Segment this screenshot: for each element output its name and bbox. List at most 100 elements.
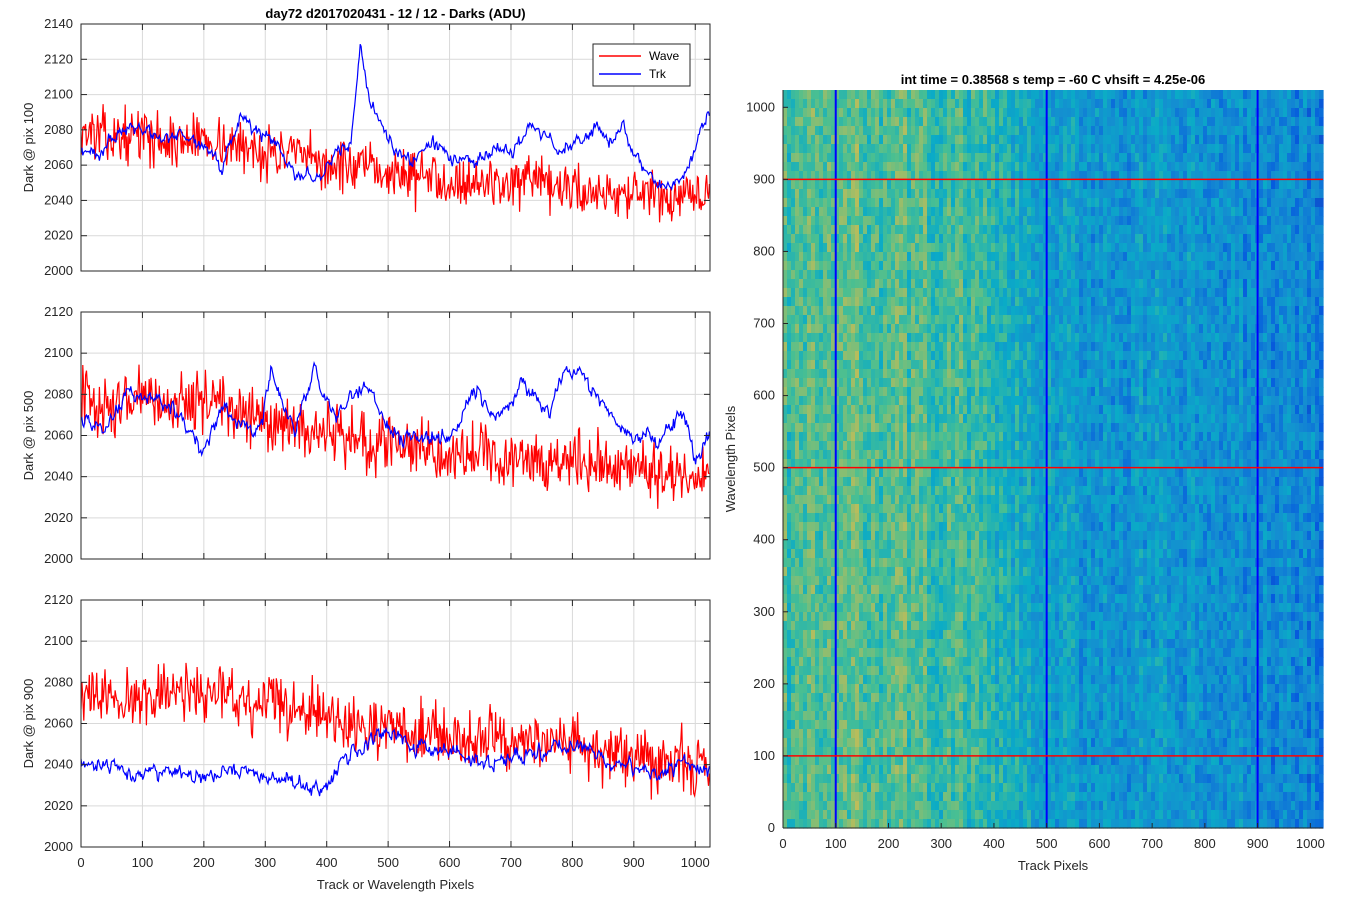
heatmap-cell bbox=[859, 486, 864, 496]
heatmap-cell bbox=[791, 270, 796, 280]
heatmap-cell bbox=[931, 477, 936, 487]
heatmap-cell bbox=[803, 288, 808, 298]
heatmap-cell bbox=[807, 387, 812, 397]
heatmap-cell bbox=[963, 630, 968, 640]
heatmap-cell bbox=[855, 603, 860, 613]
heatmap-cell bbox=[867, 738, 872, 748]
heatmap-cell bbox=[887, 432, 892, 442]
heatmap-cell bbox=[799, 657, 804, 667]
heatmap-cell bbox=[915, 369, 920, 379]
heatmap-cell bbox=[799, 792, 804, 802]
heatmap-cell bbox=[935, 657, 940, 667]
heatmap-cell bbox=[899, 621, 904, 631]
heatmap-cell bbox=[979, 396, 984, 406]
heatmap-cell bbox=[919, 315, 924, 325]
heatmap-cell bbox=[995, 135, 1000, 145]
heatmap-cell bbox=[815, 549, 820, 559]
heatmap-cell bbox=[1003, 801, 1008, 811]
heatmap-cell bbox=[991, 315, 996, 325]
heatmap-cell bbox=[975, 153, 980, 163]
heatmap-cell bbox=[1003, 702, 1008, 712]
heatmap-cell bbox=[991, 765, 996, 775]
heatmap-cell bbox=[855, 135, 860, 145]
heatmap-cell bbox=[891, 252, 896, 262]
heatmap-cell bbox=[871, 675, 876, 685]
heatmap-cell bbox=[811, 594, 816, 604]
heatmap-cell bbox=[915, 342, 920, 352]
heatmap-cell bbox=[835, 639, 840, 649]
heatmap-cell bbox=[999, 792, 1004, 802]
heatmap-cell bbox=[855, 225, 860, 235]
heatmap-cell bbox=[823, 234, 828, 244]
heatmap-cell bbox=[987, 675, 992, 685]
heatmap-cell bbox=[827, 414, 832, 424]
heatmap-cell bbox=[999, 243, 1004, 253]
heatmap-cell bbox=[839, 801, 844, 811]
heatmap-cell bbox=[887, 612, 892, 622]
heatmap-cell bbox=[903, 522, 908, 532]
heatmap-cell bbox=[827, 567, 832, 577]
heatmap-cell bbox=[815, 666, 820, 676]
heatmap-cell bbox=[827, 810, 832, 820]
heatmap-cell bbox=[903, 198, 908, 208]
heatmap-cell bbox=[783, 189, 788, 199]
heatmap-cell bbox=[995, 486, 1000, 496]
heatmap-cell bbox=[911, 657, 916, 667]
heatmap-cell bbox=[799, 450, 804, 460]
heatmap-cell bbox=[795, 306, 800, 316]
heatmap-cell bbox=[943, 342, 948, 352]
heatmap-cell bbox=[951, 324, 956, 334]
heatmap-cell bbox=[799, 774, 804, 784]
heatmap-cell bbox=[895, 378, 900, 388]
heatmap-cell bbox=[819, 648, 824, 658]
heatmap-cell bbox=[999, 432, 1004, 442]
heatmap-cell bbox=[967, 657, 972, 667]
heatmap-cell bbox=[891, 315, 896, 325]
heatmap-cell bbox=[1003, 135, 1008, 145]
heatmap-cell bbox=[855, 810, 860, 820]
heatmap-cell bbox=[983, 126, 988, 136]
heatmap-cell bbox=[943, 747, 948, 757]
heatmap-cell bbox=[919, 198, 924, 208]
heatmap-cell bbox=[987, 288, 992, 298]
heatmap-cell bbox=[819, 522, 824, 532]
heatmap-cell bbox=[843, 414, 848, 424]
heatmap-cell bbox=[1003, 378, 1008, 388]
heatmap-cell bbox=[803, 558, 808, 568]
heatmap-cell bbox=[915, 774, 920, 784]
heatmap-cell bbox=[947, 720, 952, 730]
heatmap-cell bbox=[947, 387, 952, 397]
heatmap-cell bbox=[843, 675, 848, 685]
heatmap-cell bbox=[863, 90, 868, 100]
heatmap-cell bbox=[999, 180, 1004, 190]
heatmap-cell bbox=[971, 324, 976, 334]
heatmap-cell bbox=[851, 126, 856, 136]
heatmap-cell bbox=[919, 702, 924, 712]
heatmap-cell bbox=[883, 117, 888, 127]
heatmap-cell bbox=[823, 603, 828, 613]
heatmap-cell bbox=[987, 432, 992, 442]
heatmap-cell bbox=[1003, 369, 1008, 379]
heatmap-cell bbox=[1007, 720, 1012, 730]
heatmap-cell bbox=[983, 585, 988, 595]
heatmap-cell bbox=[915, 540, 920, 550]
heatmap-cell bbox=[995, 306, 1000, 316]
heatmap-cell bbox=[879, 729, 884, 739]
heatmap-cell bbox=[983, 117, 988, 127]
heatmap-cell bbox=[943, 648, 948, 658]
heatmap-cell bbox=[859, 657, 864, 667]
heatmap-cell bbox=[815, 819, 820, 829]
heatmap-cell bbox=[875, 720, 880, 730]
heatmap-cell bbox=[831, 243, 836, 253]
heatmap-cell bbox=[927, 441, 932, 451]
heatmap-cell bbox=[959, 648, 964, 658]
heatmap-cell bbox=[819, 351, 824, 361]
heatmap-cell bbox=[891, 720, 896, 730]
heatmap-cell bbox=[891, 648, 896, 658]
heatmap-cell bbox=[851, 585, 856, 595]
heatmap-cell bbox=[783, 450, 788, 460]
heatmap-cell bbox=[863, 558, 868, 568]
heatmap-cell bbox=[1007, 369, 1012, 379]
heatmap-cell bbox=[847, 198, 852, 208]
